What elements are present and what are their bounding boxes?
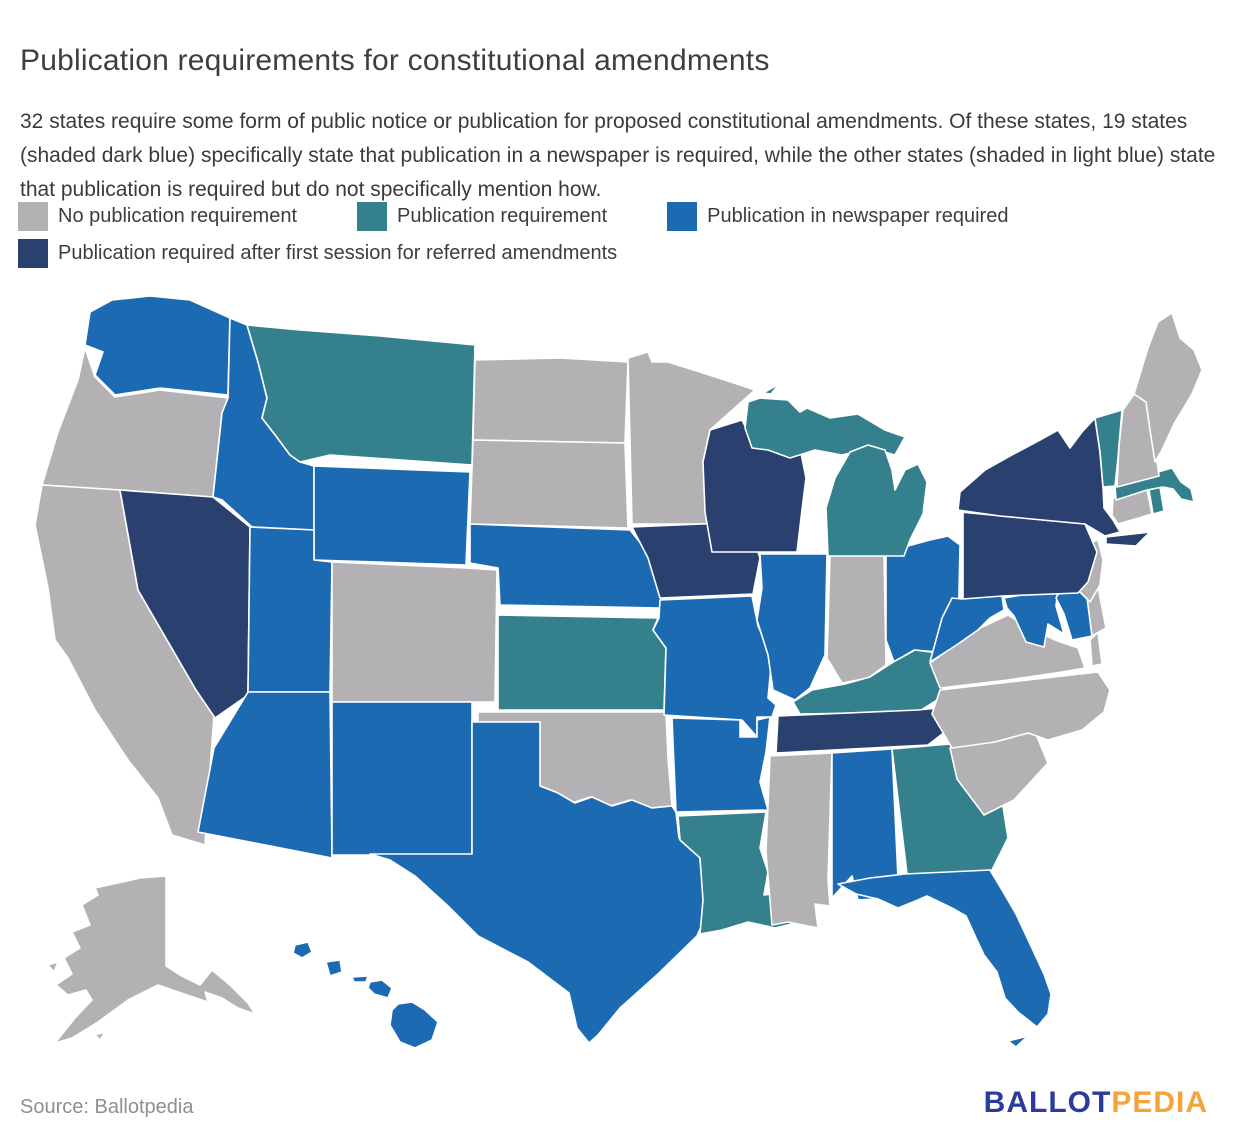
state-hi[interactable]: Hawaii <box>325 959 343 977</box>
legend-swatch-blue <box>667 202 698 231</box>
state-hi[interactable]: Hawaii <box>351 975 369 983</box>
logo-ballot-text: BALLOT <box>983 1086 1112 1119</box>
legend-swatch-navy <box>18 239 48 268</box>
state-mi[interactable]: Michigan <box>744 397 906 459</box>
state-nc[interactable]: North Carolina <box>931 671 1111 749</box>
legend-swatch-gray <box>18 202 48 231</box>
state-hi[interactable]: Hawaii <box>292 941 313 959</box>
state-hi[interactable]: Hawaii <box>389 1001 439 1049</box>
legend-item-newspaper: Publication in newspaper required <box>667 202 1008 231</box>
state-fl[interactable]: Florida <box>837 869 1052 1028</box>
legend-item-first-session: Publication required after first session… <box>18 239 617 268</box>
state-ny[interactable]: New York <box>1105 531 1151 547</box>
state-ma[interactable]: Massachusetts <box>1114 467 1195 503</box>
state-ak[interactable]: Alaska <box>94 1031 106 1041</box>
state-fl[interactable]: Florida <box>1007 1035 1029 1048</box>
page-title: Publication requirements for constitutio… <box>20 44 770 78</box>
legend-label: Publication requirement <box>397 205 608 227</box>
state-mi[interactable]: Michigan <box>825 444 928 557</box>
legend-row-1: No publication requirement Publication r… <box>18 202 1228 231</box>
state-sd[interactable]: South Dakota <box>469 439 629 529</box>
state-wa[interactable]: Washington <box>84 295 231 396</box>
legend-item-none: No publication requirement <box>18 202 297 231</box>
state-ar[interactable]: Arkansas <box>671 716 771 813</box>
state-nd[interactable]: North Dakota <box>472 357 629 444</box>
state-nv[interactable]: Nevada <box>119 489 251 719</box>
state-il[interactable]: Illinois <box>756 553 828 701</box>
state-mi[interactable]: Michigan <box>762 383 780 395</box>
logo-pedia-text: PEDIA <box>1111 1086 1208 1119</box>
state-vt[interactable]: Vermont <box>1094 409 1123 488</box>
state-wy[interactable]: Wyoming <box>313 465 471 566</box>
legend-label: Publication required after first session… <box>58 242 618 264</box>
state-co[interactable]: Colorado <box>331 561 498 703</box>
state-ks[interactable]: Kansas <box>497 614 667 711</box>
legend-swatch-teal <box>357 202 388 231</box>
state-nm[interactable]: New Mexico <box>331 701 473 856</box>
legend-row-2: Publication required after first session… <box>18 239 1228 268</box>
state-az[interactable]: Arizona <box>197 691 333 859</box>
description-text: 32 states require some form of public no… <box>20 110 1216 201</box>
state-ms[interactable]: Mississippi <box>765 752 833 929</box>
state-hi[interactable]: Hawaii <box>367 979 393 999</box>
state-in[interactable]: Indiana <box>826 551 887 684</box>
state-ne[interactable]: Nebraska <box>469 523 663 609</box>
state-me[interactable]: Maine <box>1133 312 1203 463</box>
state-ak[interactable]: Alaska <box>54 875 256 1044</box>
state-mt[interactable]: Montana <box>246 324 476 466</box>
legend-item-publication: Publication requirement <box>357 202 607 231</box>
legend: No publication requirement Publication r… <box>18 202 1228 276</box>
state-mn[interactable]: Minnesota <box>627 351 756 525</box>
state-va[interactable]: Virginia <box>1089 631 1103 667</box>
source-credit: Source: Ballotpedia <box>20 1096 194 1118</box>
state-pa[interactable]: Pennsylvania <box>959 511 1098 600</box>
state-ak[interactable]: Alaska <box>47 961 59 973</box>
legend-label: Publication in newspaper required <box>707 205 1009 227</box>
legend-label: No publication requirement <box>58 205 298 227</box>
ballotpedia-logo: BALLOTPEDIA <box>984 1086 1208 1120</box>
